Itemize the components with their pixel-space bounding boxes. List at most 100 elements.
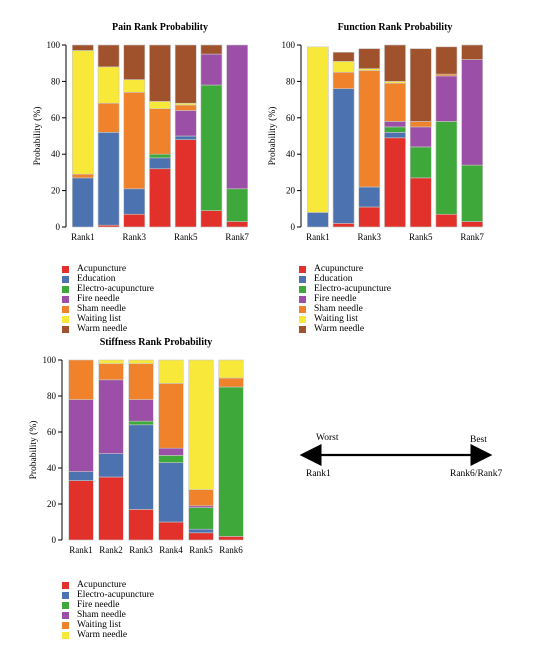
y-tick-label: 0 bbox=[52, 535, 57, 545]
bar-segment bbox=[218, 359, 244, 379]
y-tick-label: 60 bbox=[286, 113, 296, 123]
y-tick-label: 20 bbox=[47, 499, 57, 509]
legend-swatch bbox=[62, 581, 69, 589]
bar-segment bbox=[149, 44, 171, 102]
bar-segment bbox=[97, 132, 120, 226]
legend-label: Electro-acupuncture bbox=[314, 284, 392, 294]
legend-label: Education bbox=[77, 274, 116, 284]
stiffness-rank-chart: Stiffness Rank Probability Probability (%… bbox=[0, 335, 270, 575]
x-tick-label: Rank7 bbox=[225, 232, 249, 242]
bar-segment bbox=[226, 44, 248, 190]
legend-swatch bbox=[62, 285, 69, 293]
legend-label: Warm needle bbox=[314, 324, 365, 334]
bar-segment bbox=[128, 420, 154, 426]
legend-item: Warm needle bbox=[62, 324, 154, 334]
bar-segment bbox=[384, 121, 406, 128]
bar-segment bbox=[200, 84, 223, 211]
bar-segment bbox=[332, 223, 355, 228]
bar-segment bbox=[435, 121, 458, 215]
x-tick-label: Rank3 bbox=[129, 545, 153, 555]
rank-scale: Worst Best Rank1 Rank6/Rank7 bbox=[290, 428, 520, 488]
stiffness-rank-chart-svg: Stiffness Rank Probability Probability (%… bbox=[28, 337, 244, 555]
bar-segment bbox=[123, 188, 146, 215]
legend-item: Waiting list bbox=[62, 620, 154, 630]
y-tick-label: 20 bbox=[286, 186, 296, 196]
legend-swatch bbox=[62, 275, 69, 283]
bar-segment bbox=[384, 44, 406, 82]
bar-segment bbox=[384, 137, 406, 228]
x-tick-label: Rank5 bbox=[189, 545, 213, 555]
bar-segment bbox=[149, 108, 171, 155]
legend-label: Warm needle bbox=[77, 324, 128, 334]
bar-segment bbox=[226, 221, 248, 228]
bar-segment bbox=[188, 359, 214, 490]
bar-segment bbox=[174, 139, 197, 228]
bar-segment bbox=[174, 44, 197, 104]
legend-item: Education bbox=[299, 274, 391, 284]
bar-segment bbox=[174, 110, 197, 137]
pain-rank-chart-svg: Pain Rank Probability Probability (%) 0 20 4… bbox=[32, 22, 249, 242]
bar-segment bbox=[358, 206, 381, 228]
worst-label: Worst bbox=[316, 433, 339, 443]
bar-segment bbox=[332, 51, 355, 62]
y-axis-label: Probability (%) bbox=[32, 107, 43, 166]
legend-label: Waiting list bbox=[77, 620, 121, 630]
legend-label: Fire needle bbox=[314, 294, 357, 304]
pain-rank-chart: Pain Rank Probability Probability (%) 0 20 4… bbox=[0, 0, 270, 250]
y-tick-label: 60 bbox=[51, 113, 61, 123]
bar-segment bbox=[158, 359, 184, 384]
legend-label: Sham needle bbox=[314, 304, 363, 314]
legend-swatch bbox=[62, 315, 69, 323]
legend-swatch bbox=[299, 275, 306, 283]
legend-swatch bbox=[62, 621, 69, 629]
y-tick-label: 40 bbox=[51, 149, 61, 159]
bar-segment bbox=[98, 453, 124, 478]
bar-segment bbox=[174, 135, 197, 140]
x-tick-label: Rank5 bbox=[409, 232, 433, 242]
y-tick-label: 80 bbox=[51, 76, 61, 86]
bar-segment bbox=[158, 455, 184, 463]
x-tick-label: Rank5 bbox=[174, 232, 198, 242]
bar-segment bbox=[98, 476, 124, 541]
legend-label: Acupuncture bbox=[77, 580, 127, 590]
bar-segment bbox=[72, 177, 94, 228]
x-tick-label: Rank2 bbox=[99, 545, 123, 555]
legend-item: Sham needle bbox=[62, 304, 154, 314]
legend-swatch bbox=[62, 631, 69, 639]
y-tick-label: 40 bbox=[47, 463, 57, 473]
legend-swatch bbox=[62, 265, 69, 273]
bar-segment bbox=[158, 521, 184, 541]
bar-segment bbox=[123, 79, 146, 93]
y-tick-label: 80 bbox=[286, 76, 296, 86]
best-label: Best bbox=[470, 435, 487, 445]
bar-segment bbox=[384, 132, 406, 139]
legend-item: Fire needle bbox=[299, 294, 391, 304]
legend-swatch bbox=[299, 315, 306, 323]
legend-item: Fire needle bbox=[62, 600, 154, 610]
legend-item: Waiting list bbox=[62, 314, 154, 324]
bar-segment bbox=[409, 177, 432, 228]
bar-segment bbox=[200, 53, 223, 86]
legend-label: Warm needle bbox=[77, 630, 128, 640]
function-rank-legend: Acupuncture Education Electro-acupuncture F… bbox=[299, 264, 391, 334]
chart-title: Stiffness Rank Probability bbox=[100, 337, 213, 348]
y-tick-label: 40 bbox=[286, 149, 296, 159]
legend-label: Education bbox=[314, 274, 353, 284]
legend-swatch bbox=[299, 305, 306, 313]
legend-label: Waiting list bbox=[314, 314, 358, 324]
bar-segment bbox=[128, 399, 154, 422]
stiffness-rank-legend: Acupuncture Electro-acupuncture Fire needl… bbox=[62, 580, 154, 640]
pain-rank-legend: Acupuncture Education Electro-acupuncture F… bbox=[62, 264, 154, 334]
legend-swatch bbox=[62, 305, 69, 313]
x-tick-label: Rank3 bbox=[123, 232, 147, 242]
bar-segment bbox=[409, 48, 432, 122]
bar-segment bbox=[218, 377, 244, 388]
legend-swatch bbox=[299, 325, 306, 333]
bar-segment bbox=[461, 59, 483, 166]
bar-segment bbox=[97, 102, 120, 133]
bar-segment bbox=[97, 44, 120, 68]
function-rank-chart: Function Rank Probability Probability (%)… bbox=[265, 0, 535, 250]
bar-segment bbox=[128, 424, 154, 510]
bar-segment bbox=[358, 186, 381, 208]
bar-segment bbox=[149, 153, 171, 159]
